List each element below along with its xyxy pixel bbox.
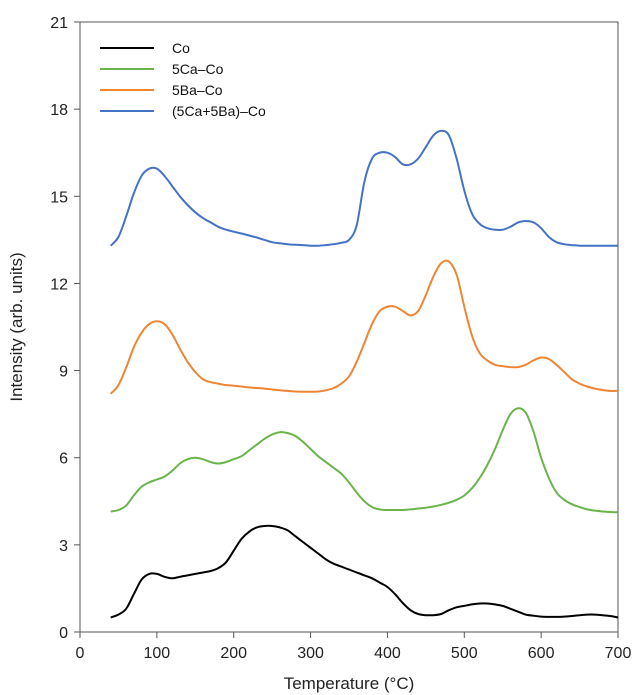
x-tick-label: 500 [451, 645, 478, 662]
series-line-2 [109, 259, 619, 395]
tick-marks [74, 21, 619, 638]
x-tick-label: 200 [220, 645, 247, 662]
y-tick-label: 3 [59, 538, 68, 555]
legend-label: 5Ca–Co [172, 61, 224, 77]
x-tick-label: 700 [605, 645, 632, 662]
y-tick-label: 0 [59, 625, 68, 642]
y-tick-label: 9 [59, 364, 68, 381]
series-line-0 [110, 524, 619, 619]
x-tick-label: 0 [76, 645, 85, 662]
x-tick-label: 600 [528, 645, 555, 662]
legend-label: (5Ca+5Ba)–Co [172, 103, 266, 119]
series-line-3 [109, 129, 618, 247]
x-tick-label: 400 [374, 645, 401, 662]
x-tick-label: 100 [144, 645, 171, 662]
y-tick-label: 12 [50, 276, 68, 293]
y-tick-label: 21 [50, 15, 68, 32]
x-tick-label: 300 [297, 645, 324, 662]
x-tick-labels: 0 100 200 300 400 500 600 700 [76, 645, 632, 662]
y-tick-labels: 0 3 6 9 12 15 18 21 [50, 15, 68, 642]
axes [79, 21, 619, 633]
series-line-1 [110, 407, 619, 514]
y-tick-label: 6 [59, 451, 68, 468]
y-axis-title: Intensity (arb. units) [7, 252, 26, 401]
y-tick-label: 15 [50, 189, 68, 206]
plot-frame [79, 21, 619, 633]
y-tick-label: 18 [50, 102, 68, 119]
legend-label: 5Ba–Co [172, 82, 223, 98]
x-axis-title: Temperature (°C) [284, 674, 415, 693]
series-lines [109, 129, 619, 619]
legend: Co 5Ca–Co 5Ba–Co (5Ca+5Ba)–Co [100, 40, 266, 119]
legend-label: Co [172, 40, 190, 56]
